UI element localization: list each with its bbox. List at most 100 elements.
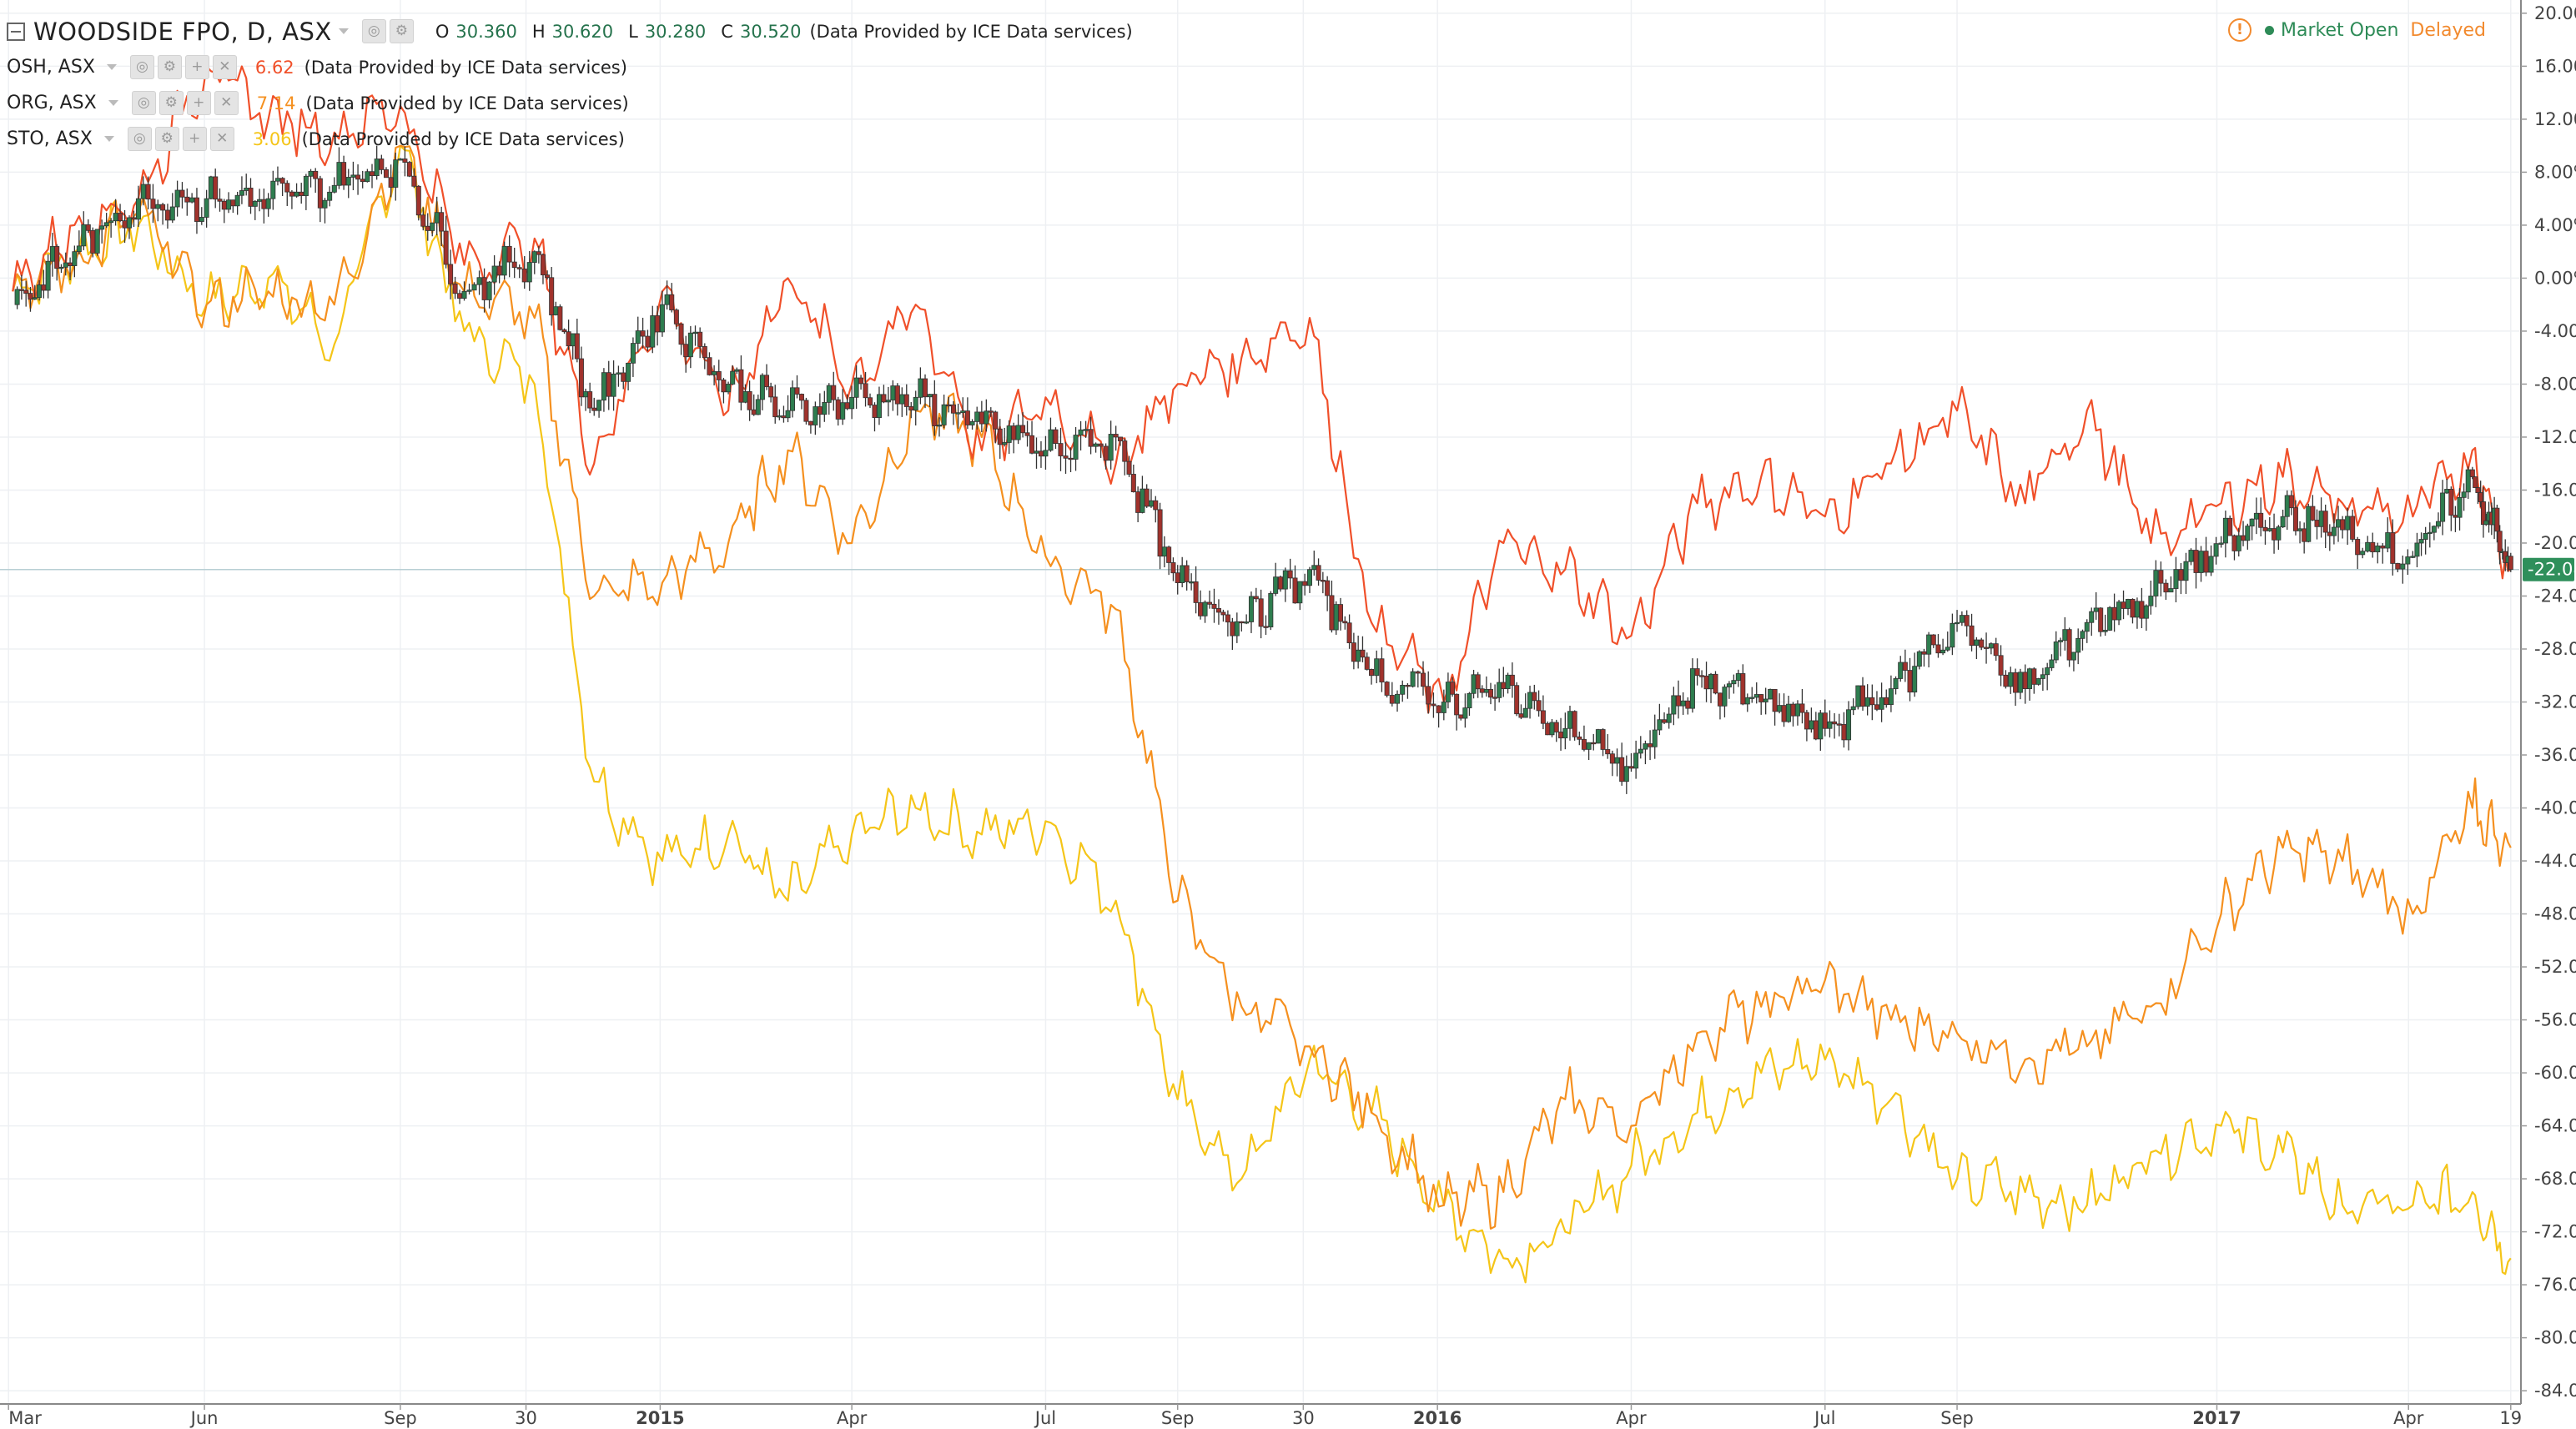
close-icon[interactable]: ✕ <box>214 91 239 115</box>
x-axis[interactable]: Mar Jun Sep 30 2015 Apr Jul Sep 30 2016 Apr Jul Sep 2… <box>8 1404 2522 1428</box>
candle-body <box>1790 703 1796 717</box>
candle-body <box>2280 516 2286 528</box>
candle-body <box>1497 682 1502 698</box>
candle-body <box>2241 535 2246 541</box>
chevron-down-icon[interactable] <box>108 100 118 106</box>
candle-body <box>135 198 141 220</box>
candle-body <box>574 333 580 360</box>
candle-body <box>1572 711 1577 737</box>
candle-body <box>1462 707 1468 719</box>
candle-body <box>702 345 707 359</box>
candle-body <box>145 184 151 200</box>
candle-body <box>461 290 467 299</box>
candle-body <box>2178 569 2184 581</box>
collapse-legend-icon[interactable] <box>7 22 25 41</box>
eye-icon[interactable]: ◎ <box>127 127 152 151</box>
candle-body <box>1024 432 1030 436</box>
candle-body <box>1492 697 1498 699</box>
candle-body <box>1351 642 1356 662</box>
candle-body <box>388 177 394 188</box>
gear-icon[interactable]: ⚙ <box>157 55 182 79</box>
plus-icon[interactable]: + <box>182 127 207 151</box>
close-icon[interactable]: ✕ <box>209 127 234 151</box>
close-icon[interactable]: ✕ <box>212 55 237 79</box>
candle-body <box>840 402 846 420</box>
candle-body <box>1758 694 1764 702</box>
candle-body <box>531 251 537 263</box>
candle-body <box>1389 695 1395 704</box>
candle-body <box>516 267 522 269</box>
compare-symbol-sto[interactable]: STO, ASX <box>7 128 93 149</box>
candle-body <box>2153 570 2159 596</box>
gear-icon[interactable]: ⚙ <box>158 91 184 115</box>
candle-body <box>2400 563 2406 570</box>
candle-body <box>1475 674 1481 690</box>
eye-icon[interactable]: ◎ <box>361 19 386 43</box>
legend-row-sto: STO, ASX ◎ ⚙ + ✕ 3.06 (Data Provided by … <box>7 121 1133 157</box>
candle-body <box>521 268 527 283</box>
series-line-osh <box>12 65 2512 714</box>
candle-body <box>466 289 472 292</box>
candle-body <box>1483 689 1489 693</box>
candle-body <box>1581 738 1587 750</box>
series-line-sto <box>12 144 2512 1284</box>
compare-symbol-org[interactable]: ORG, ASX <box>7 93 97 113</box>
y-axis[interactable]: 20.00% 16.00% 12.00% 8.00% 4.00% 0.00% -4.00% -… <box>2521 3 2576 1401</box>
candle-body <box>885 400 891 403</box>
plus-icon[interactable]: + <box>184 55 209 79</box>
candle-body <box>406 162 412 177</box>
chevron-down-icon[interactable] <box>338 28 349 34</box>
candle-body <box>1708 673 1714 690</box>
candle-body <box>1827 721 1833 729</box>
candle-body <box>583 391 589 398</box>
candle-body <box>2423 532 2428 540</box>
compare-symbol-osh[interactable]: OSH, ASX <box>7 57 95 78</box>
candle-body <box>1135 491 1141 513</box>
candle-body <box>1717 692 1723 707</box>
candle-body <box>118 213 123 222</box>
open-label: O <box>435 21 450 42</box>
candle-body <box>1244 621 1250 624</box>
candle-body <box>817 406 823 415</box>
chevron-down-icon[interactable] <box>106 64 117 70</box>
candle-body <box>1794 703 1800 717</box>
candle-body <box>2035 678 2041 685</box>
candle-body <box>1689 668 1695 709</box>
candle-body <box>1320 580 1326 582</box>
candle-body <box>2288 495 2294 509</box>
y-tick-label: 16.00% <box>2534 56 2576 76</box>
gear-icon[interactable]: ⚙ <box>154 127 179 151</box>
warning-icon[interactable]: ! <box>2228 18 2252 42</box>
candle-body <box>730 370 736 385</box>
candle-body <box>1884 697 1889 706</box>
candle-body <box>2045 667 2050 676</box>
candle-body <box>1258 598 1264 627</box>
candle-body <box>1170 562 1176 574</box>
candle-body <box>1015 425 1021 440</box>
candle-body <box>213 176 219 200</box>
candle-body <box>2075 637 2081 653</box>
eye-icon[interactable]: ◎ <box>129 55 154 79</box>
candle-body <box>2070 652 2076 661</box>
candle-body <box>204 198 209 218</box>
candle-body <box>1297 581 1303 604</box>
plus-icon[interactable]: + <box>186 91 211 115</box>
chevron-down-icon[interactable] <box>103 136 114 142</box>
candle-body <box>692 331 698 335</box>
candle-body <box>549 277 555 315</box>
y-tick-label: -16.00% <box>2534 480 2576 500</box>
candle-body <box>1329 595 1335 631</box>
candle-body <box>1098 443 1104 447</box>
high-value: 30.620 <box>551 21 614 42</box>
eye-icon[interactable]: ◎ <box>131 91 156 115</box>
candle-body <box>2102 630 2108 632</box>
candle-body <box>1405 684 1411 687</box>
candle-body <box>1479 688 1485 693</box>
candle-body <box>208 176 214 199</box>
gear-icon[interactable]: ⚙ <box>389 19 414 43</box>
candle-body <box>284 183 290 193</box>
y-tick-label: -40.00% <box>2534 798 2576 818</box>
main-symbol-title[interactable]: WOODSIDE FPO, D, ASX <box>33 17 332 46</box>
candle-body <box>2314 520 2320 527</box>
